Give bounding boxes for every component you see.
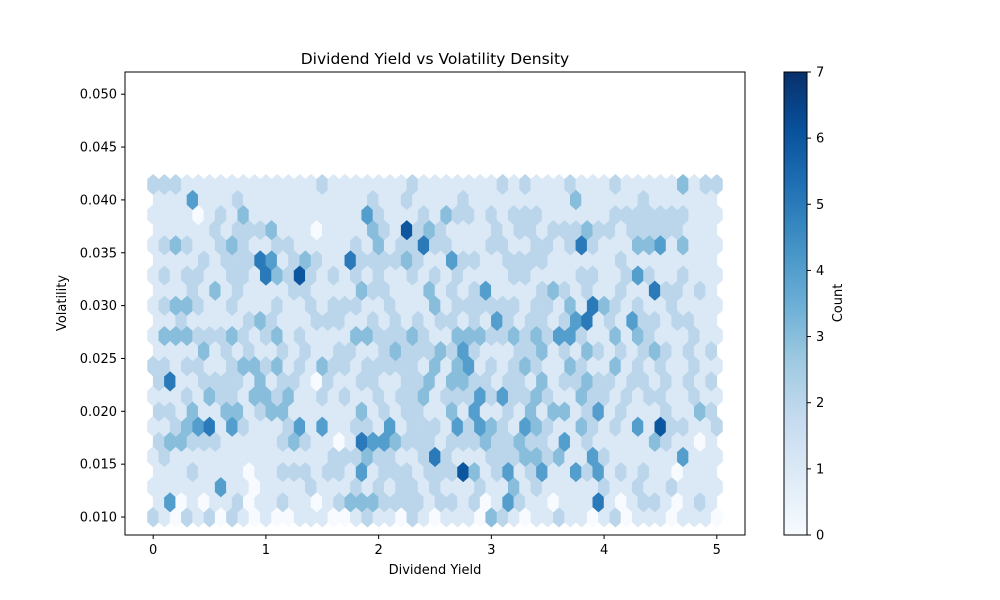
- x-tick-label: 4: [600, 543, 608, 558]
- x-tick-label: 1: [262, 543, 270, 558]
- plot-frame: [124, 71, 746, 536]
- colorbar-label: Count: [831, 284, 846, 323]
- colorbar-ticks: 0 1 2 3 4 5 6 7: [807, 66, 824, 544]
- y-axis-ticks: 0.010 0.015 0.020 0.025 0.030 0.035 0.040 0.045…: [80, 88, 125, 526]
- colorbar-tick-label: 1: [816, 462, 824, 477]
- colorbar-tick-label: 0: [816, 529, 824, 544]
- x-axis-label: Dividend Yield: [389, 563, 482, 578]
- colorbar: [783, 71, 808, 536]
- y-tick-label: 0.040: [80, 193, 117, 208]
- y-tick-label: 0.020: [80, 405, 117, 420]
- colorbar-tick-label: 3: [816, 330, 824, 345]
- colorbar-tick-label: 2: [816, 396, 824, 411]
- hexbin-cells: [147, 173, 723, 528]
- x-tick-label: 5: [713, 543, 721, 558]
- y-axis-label: Volatility: [55, 275, 70, 331]
- colorbar-tick-label: 6: [816, 132, 824, 147]
- y-tick-label: 0.025: [80, 352, 117, 367]
- hex-cell: [710, 173, 723, 195]
- x-tick-label: 3: [487, 543, 495, 558]
- x-tick-label: 2: [374, 543, 382, 558]
- y-tick-label: 0.045: [80, 141, 117, 156]
- y-tick-label: 0.010: [80, 511, 117, 526]
- y-tick-label: 0.030: [80, 299, 117, 314]
- y-tick-label: 0.050: [80, 88, 117, 103]
- x-axis-ticks: 0 1 2 3 4 5: [149, 535, 721, 558]
- colorbar-tick-label: 7: [816, 66, 824, 81]
- y-tick-label: 0.015: [80, 458, 117, 473]
- colorbar-tick-label: 5: [816, 198, 824, 213]
- colorbar-tick-label: 4: [816, 264, 824, 279]
- x-tick-label: 0: [149, 543, 157, 558]
- chart-title: Dividend Yield vs Volatility Density: [301, 50, 569, 68]
- y-tick-label: 0.035: [80, 246, 117, 261]
